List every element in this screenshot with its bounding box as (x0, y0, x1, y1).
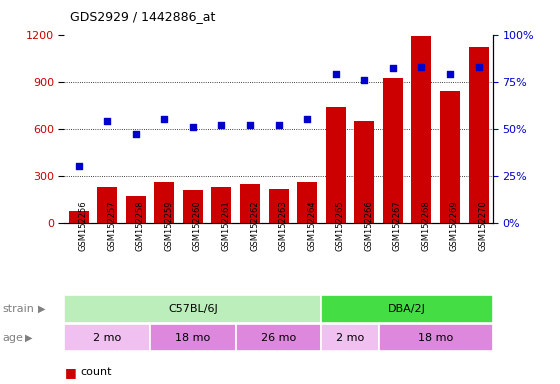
Point (131, 131, 140, 137)
Text: DBA/2J: DBA/2J (388, 304, 426, 314)
Bar (236, 324, 321, 351)
Text: 2 mo: 2 mo (93, 333, 122, 343)
Bar (97, 187, 117, 223)
Bar (469, 47, 488, 223)
Point (388, 65, 397, 71)
Point (217, 122, 226, 128)
Bar (412, 36, 431, 223)
Text: GSM152268: GSM152268 (422, 200, 431, 251)
Bar (440, 91, 460, 223)
Point (245, 122, 254, 128)
Text: GSM152261: GSM152261 (221, 200, 231, 251)
Point (417, 63, 426, 70)
Bar (126, 196, 146, 223)
Point (360, 77, 368, 83)
Point (274, 122, 283, 128)
Bar (183, 190, 203, 223)
Text: C57BL/6J: C57BL/6J (168, 304, 218, 314)
Text: GSM152256: GSM152256 (78, 200, 88, 251)
Text: GSM152258: GSM152258 (136, 200, 145, 251)
Bar (69, 211, 88, 223)
Text: 26 mo: 26 mo (261, 333, 296, 343)
Point (103, 118, 112, 124)
Text: ■: ■ (64, 383, 76, 384)
Text: GSM152264: GSM152264 (307, 200, 316, 251)
Text: GSM152262: GSM152262 (250, 200, 259, 251)
Bar (321, 324, 379, 351)
Bar (64, 295, 321, 323)
Text: 18 mo: 18 mo (418, 333, 453, 343)
Point (446, 71, 455, 77)
Text: GSM152259: GSM152259 (165, 200, 174, 251)
Text: ■: ■ (64, 366, 76, 379)
Text: GDS2929 / 1442886_at: GDS2929 / 1442886_at (70, 10, 216, 23)
Bar (240, 184, 260, 223)
Bar (354, 121, 374, 223)
Text: GSM152269: GSM152269 (450, 200, 459, 251)
Text: age: age (3, 333, 24, 343)
Point (474, 63, 483, 70)
Point (160, 116, 169, 122)
Point (302, 116, 311, 122)
Text: GSM152263: GSM152263 (279, 200, 288, 251)
Text: GSM152265: GSM152265 (336, 200, 345, 251)
Bar (383, 78, 403, 223)
Text: GSM152267: GSM152267 (393, 200, 402, 251)
Text: GSM152260: GSM152260 (193, 200, 202, 251)
Point (331, 71, 340, 77)
Text: GSM152266: GSM152266 (364, 200, 374, 251)
Bar (379, 324, 493, 351)
Bar (150, 324, 236, 351)
Text: strain: strain (3, 304, 35, 314)
Text: GSM152270: GSM152270 (479, 200, 488, 251)
Bar (297, 182, 317, 223)
Text: GSM152257: GSM152257 (108, 200, 116, 251)
Point (188, 124, 198, 130)
Text: ▶: ▶ (25, 333, 32, 343)
Point (74, 163, 83, 169)
Bar (326, 107, 346, 223)
Bar (321, 295, 493, 323)
Bar (212, 187, 231, 223)
Bar (64, 324, 150, 351)
Bar (269, 189, 288, 223)
Text: 18 mo: 18 mo (175, 333, 211, 343)
Bar (155, 182, 174, 223)
Text: ▶: ▶ (38, 304, 45, 314)
Text: count: count (80, 367, 111, 377)
Text: 2 mo: 2 mo (336, 333, 364, 343)
